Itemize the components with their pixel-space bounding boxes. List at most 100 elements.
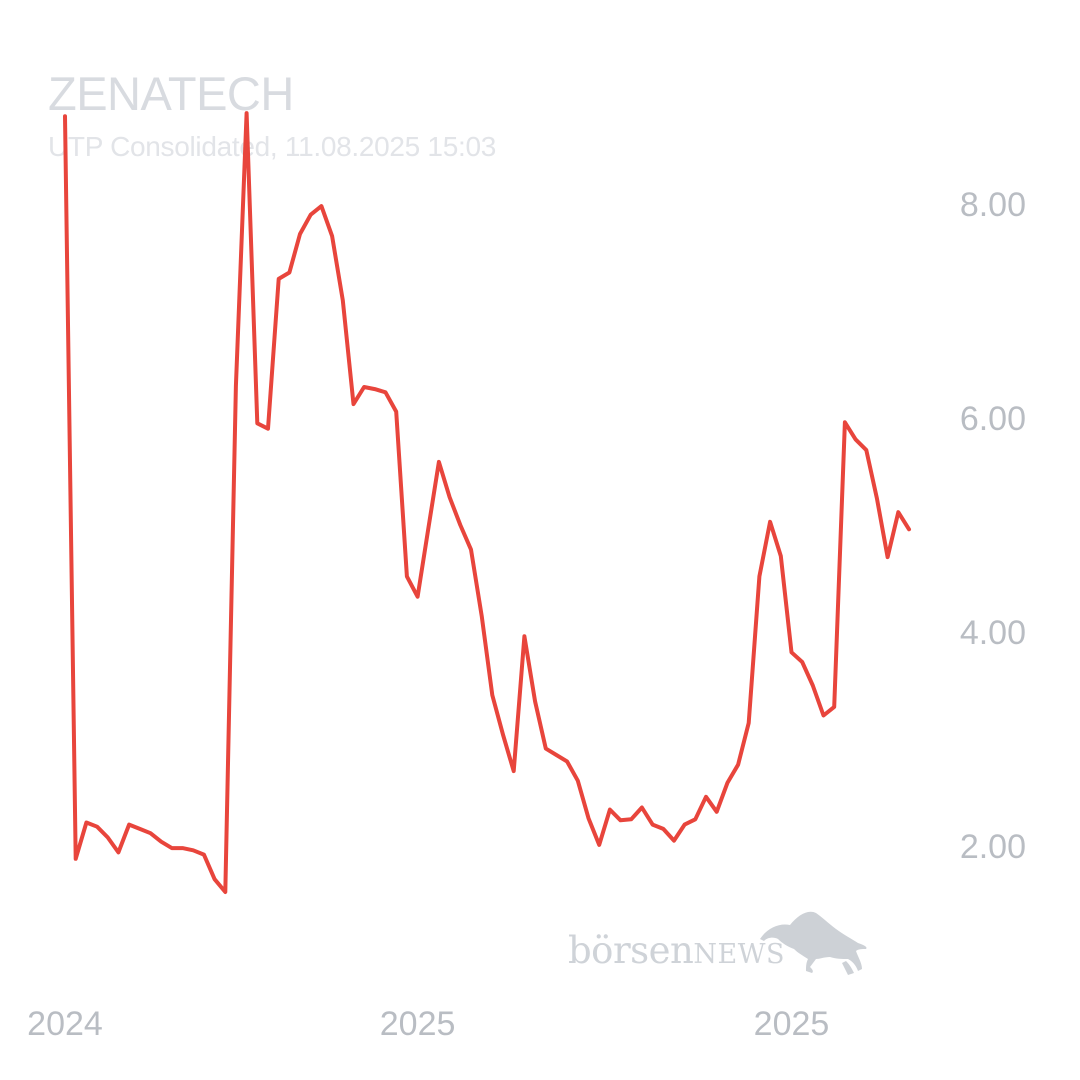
- data-point: [127, 823, 131, 827]
- x-axis-ticks: 2024202520252025: [27, 1005, 830, 1043]
- data-point: [533, 700, 537, 704]
- data-point: [159, 840, 163, 844]
- data-point: [95, 825, 99, 829]
- data-point: [629, 817, 633, 821]
- data-point: [352, 402, 356, 406]
- data-point: [864, 448, 868, 452]
- chart-title: ZENATECH: [48, 67, 294, 120]
- watermark-brand: börsen: [568, 929, 694, 972]
- data-point: [800, 660, 804, 664]
- data-point: [501, 733, 505, 737]
- data-point: [298, 232, 302, 236]
- watermark-logo-text: börsenNEWS: [568, 929, 785, 972]
- price-series-points: [63, 111, 911, 894]
- data-point: [84, 821, 88, 825]
- data-point: [63, 114, 67, 118]
- data-point: [480, 614, 484, 618]
- data-point: [255, 421, 259, 425]
- data-point: [725, 781, 729, 785]
- data-point: [437, 460, 441, 464]
- data-point: [693, 817, 697, 821]
- y-tick-label: 4.00: [960, 614, 1026, 652]
- data-point: [619, 818, 623, 822]
- data-point: [522, 634, 526, 638]
- data-point: [448, 495, 452, 499]
- boersennews-watermark: börsenNEWS: [568, 905, 878, 980]
- data-point: [490, 693, 494, 697]
- data-point: [362, 385, 366, 389]
- data-point: [384, 390, 388, 394]
- data-point: [822, 714, 826, 718]
- data-point: [715, 810, 719, 814]
- y-tick-label: 8.00: [960, 186, 1026, 224]
- data-point: [832, 705, 836, 709]
- data-point: [576, 779, 580, 783]
- x-tick-label: 2024: [27, 1005, 103, 1043]
- price-series-line: [63, 111, 911, 894]
- data-point: [373, 387, 377, 391]
- data-point: [843, 420, 847, 424]
- data-point: [757, 574, 761, 578]
- data-point: [640, 806, 644, 810]
- data-point: [181, 846, 185, 850]
- data-point: [191, 848, 195, 852]
- data-point: [512, 769, 516, 773]
- data-point: [341, 298, 345, 302]
- x-tick-label: 2025: [754, 1005, 830, 1043]
- data-point: [266, 427, 270, 431]
- data-point: [394, 410, 398, 414]
- data-point: [426, 527, 430, 531]
- y-axis-ticks: 8.00 6.00 4.00 2.00: [960, 186, 1026, 866]
- data-point: [245, 111, 249, 115]
- data-point: [608, 808, 612, 812]
- x-tick-label: 2025: [380, 1005, 456, 1043]
- data-point: [106, 835, 110, 839]
- data-point: [458, 523, 462, 527]
- data-point: [736, 763, 740, 767]
- data-point: [747, 721, 751, 725]
- data-point: [416, 595, 420, 599]
- data-point: [886, 555, 890, 559]
- bull-icon: [760, 911, 867, 975]
- data-point: [554, 753, 558, 757]
- y-tick-label: 6.00: [960, 400, 1026, 438]
- data-point: [277, 277, 281, 281]
- data-point: [469, 548, 473, 552]
- data-point: [330, 234, 334, 238]
- data-point: [138, 827, 142, 831]
- y-tick-label: 2.00: [960, 828, 1026, 866]
- data-point: [683, 823, 687, 827]
- data-point: [565, 760, 569, 764]
- chart-subtitle: UTP Consolidated, 11.08.2025 15:03: [48, 131, 496, 162]
- data-point: [651, 823, 655, 827]
- data-point: [319, 204, 323, 208]
- data-point: [811, 684, 815, 688]
- data-point: [896, 510, 900, 514]
- data-point: [223, 890, 227, 894]
- data-point: [597, 843, 601, 847]
- data-point: [544, 747, 548, 751]
- data-point: [202, 853, 206, 857]
- watermark-brand-suffix: NEWS: [693, 939, 785, 970]
- data-point: [405, 574, 409, 578]
- data-point: [768, 520, 772, 524]
- data-point: [661, 827, 665, 831]
- data-point: [907, 527, 911, 531]
- data-point: [704, 795, 708, 799]
- data-point: [287, 271, 291, 275]
- data-point: [672, 839, 676, 843]
- data-point: [116, 850, 120, 854]
- data-point: [779, 554, 783, 558]
- data-point: [74, 857, 78, 861]
- data-point: [170, 846, 174, 850]
- data-point: [854, 437, 858, 441]
- data-point: [875, 496, 879, 500]
- data-point: [587, 816, 591, 820]
- data-point: [213, 877, 217, 881]
- data-point: [149, 831, 153, 835]
- data-point: [309, 213, 313, 217]
- data-point: [790, 650, 794, 654]
- data-point: [234, 384, 238, 388]
